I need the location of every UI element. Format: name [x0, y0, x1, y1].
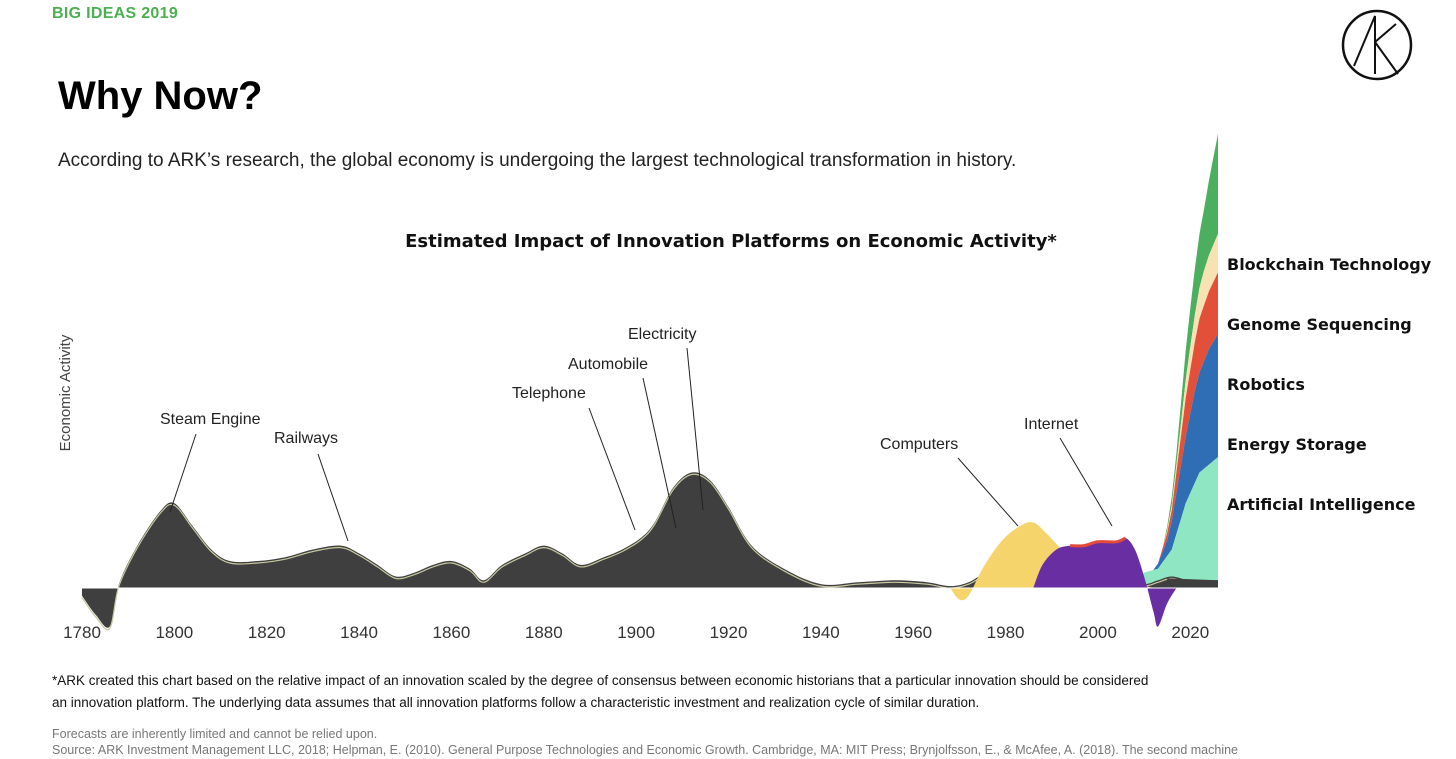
annotation-label: Internet [1024, 416, 1079, 433]
x-axis: 1780 1800 1820 1840 1860 1880 1900 1920 1940 1960… [63, 587, 1218, 642]
x-tick-label: 1940 [802, 623, 840, 642]
page-title: Why Now? [58, 74, 263, 118]
y-axis-label: Economic Activity [57, 334, 74, 451]
annotation-label: Automobile [568, 356, 648, 373]
legend-entry: Energy Storage [1227, 435, 1367, 454]
x-tick-label: 2000 [1079, 623, 1117, 642]
annotation-label: Telephone [512, 385, 586, 402]
x-tick-label: 1900 [617, 623, 655, 642]
annotation-leader [588, 407, 636, 531]
legend: Blockchain Technology Genome Sequencing Ro… [1227, 255, 1432, 514]
annotation-leader [1059, 437, 1113, 527]
x-tick-label: 1880 [525, 623, 563, 642]
area-historic [82, 472, 1218, 628]
footnote-line-2: an innovation platform. The underlying d… [52, 695, 980, 710]
area-blockchain-technology [1134, 133, 1218, 588]
x-tick-label: 1800 [155, 623, 193, 642]
annotation-label: Computers [880, 436, 958, 453]
annotation-leader [317, 453, 349, 542]
area-historic-base [1167, 578, 1218, 588]
annotation-label: Electricity [628, 326, 696, 343]
legend-entry: Artificial Intelligence [1227, 495, 1416, 514]
x-tick-label: 1840 [340, 623, 378, 642]
disclaimer-line: Forecasts are inherently limited and can… [52, 727, 378, 741]
area-artificial-intelligence [1134, 457, 1218, 588]
annotation-leader [686, 347, 704, 511]
series-layer [81, 133, 1219, 631]
impact-chart: Estimated Impact of Innovation Platforms… [57, 133, 1432, 642]
x-tick-label: 2020 [1171, 623, 1209, 642]
annotation-leader [642, 377, 677, 529]
x-tick-label: 1860 [433, 623, 471, 642]
internet-edge [1070, 536, 1127, 548]
area-energy-storage [1134, 333, 1218, 588]
annotation-label: Railways [274, 430, 338, 447]
annotation-leader [169, 433, 197, 513]
footnote-line-1: *ARK created this chart based on the rel… [52, 673, 1149, 688]
ark-logo-icon [1341, 9, 1413, 81]
chart-footnote: *ARK created this chart based on the rel… [52, 670, 1312, 714]
disclaimer: Forecasts are inherently limited and can… [52, 726, 1452, 758]
x-tick-label: 1780 [63, 623, 101, 642]
annotation-leader [957, 457, 1019, 527]
area-genome-sequencing [1134, 233, 1218, 589]
x-tick-label: 1980 [987, 623, 1025, 642]
source-line: Source: ARK Investment Management LLC, 2… [52, 743, 1239, 757]
page-subtitle: According to ARK’s research, the global … [58, 150, 1017, 171]
x-tick-label: 1920 [710, 623, 748, 642]
legend-entry: Genome Sequencing [1227, 315, 1412, 334]
legend-entry: Robotics [1227, 375, 1305, 394]
x-tick-label: 1960 [894, 623, 932, 642]
annotation-layer: Steam Engine Railways Telephone Automobile E… [160, 326, 1113, 542]
area-internet [1033, 537, 1177, 627]
chart-title: Estimated Impact of Innovation Platforms… [405, 231, 1057, 252]
brand-label: BIG IDEAS 2019 [52, 5, 179, 22]
annotation-label: Steam Engine [160, 411, 261, 428]
area-robotics [1134, 272, 1218, 588]
legend-entry: Blockchain Technology [1227, 255, 1432, 274]
x-tick-label: 1820 [248, 623, 286, 642]
